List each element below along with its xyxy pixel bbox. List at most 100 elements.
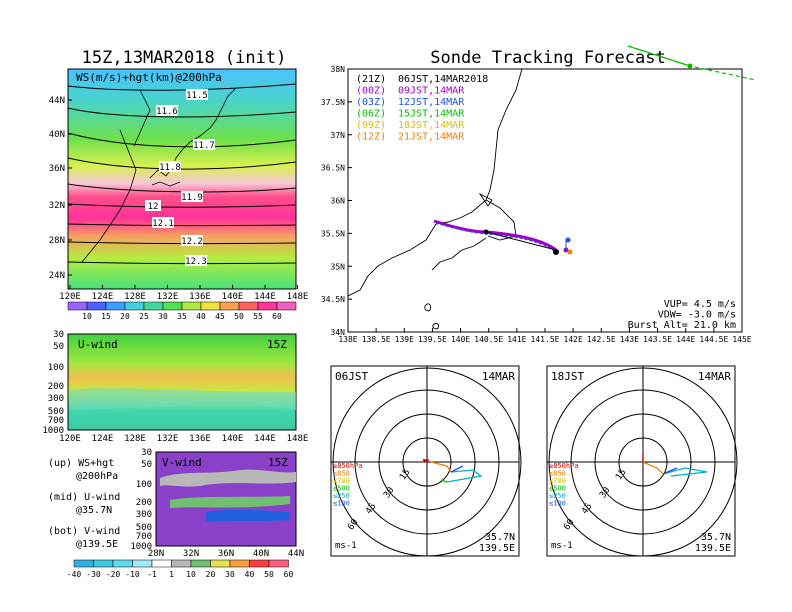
track-lat-tick: 38N bbox=[331, 65, 346, 74]
map-label: WS(m/s)+hgt(km)@200hPa bbox=[76, 71, 222, 84]
contour-label: 11.8 bbox=[159, 163, 181, 173]
v-colorbar-label: -30 bbox=[86, 570, 101, 579]
note-value: @139.5E bbox=[76, 539, 118, 550]
pressure-legend: ≥850hPa bbox=[549, 462, 579, 470]
v-colorbar-label: 20 bbox=[206, 570, 216, 579]
vwind-time: 15Z bbox=[268, 456, 288, 469]
map-lat-tick: 36N bbox=[49, 164, 65, 174]
hodo-lon: 139.5E bbox=[479, 543, 515, 554]
contour-label: 12.1 bbox=[152, 219, 174, 229]
track-lon-ticks: 138E 138.5E 139E 139.5E 140E 140.5E 141E 141.5E… bbox=[338, 328, 752, 344]
map-lon-tick: 144E bbox=[254, 292, 276, 302]
contour-label: 11.9 bbox=[181, 193, 203, 203]
uwind-lon-tick: 124E bbox=[92, 434, 114, 444]
hodo-time: 18JST bbox=[551, 370, 584, 383]
map-lon-tick: 124E bbox=[92, 292, 114, 302]
track-stat: Burst Alt= 21.0 km bbox=[628, 320, 736, 331]
hodo-time: 06JST bbox=[335, 370, 368, 383]
uwind-lon-tick: 120E bbox=[59, 434, 81, 444]
contour-label: 11.6 bbox=[156, 107, 178, 117]
vwind-p-tick: 200 bbox=[136, 498, 152, 508]
legend-time: 09JST,14MAR bbox=[398, 86, 465, 97]
contour-label: 11.5 bbox=[186, 91, 208, 101]
pressure-legend: ≤100 bbox=[333, 500, 350, 508]
map-lat-tick: 24N bbox=[49, 271, 65, 281]
hodograph-right: 18JST 14MAR35.7N139.5Ems-115304560≥850hPa… bbox=[546, 365, 738, 557]
map-lat-tick: 28N bbox=[49, 236, 65, 246]
note-label: (up) WS+hgt bbox=[48, 458, 114, 469]
hodo-unit: ms-1 bbox=[335, 541, 357, 551]
track-legend: (21Z) 06JST,14MAR2018 (00Z) 09JST,14MAR (03Z… bbox=[356, 74, 488, 143]
track-lon-tick: 141.5E bbox=[531, 335, 560, 344]
v-colorbar-label: -20 bbox=[106, 570, 121, 579]
vwind-p-tick: 30 bbox=[141, 448, 152, 458]
legend-time: 21JST,14MAR bbox=[398, 132, 465, 143]
legend-code: (21Z) bbox=[356, 74, 386, 85]
ws-colorbar-label: 15 bbox=[101, 312, 111, 321]
uwind-p-tick: 500 bbox=[48, 407, 64, 417]
v-colorbar-label: 50 bbox=[264, 570, 274, 579]
track-lat-tick: 34N bbox=[331, 328, 346, 337]
v-colorbar-label: -10 bbox=[125, 570, 140, 579]
vwind-p-tick: 700 bbox=[136, 532, 152, 542]
uwind-lon-tick: 128E bbox=[124, 434, 146, 444]
track-lon-tick: 144.5E bbox=[699, 335, 728, 344]
map-lat-tick: 44N bbox=[49, 96, 65, 106]
vwind-lat-tick: 32N bbox=[183, 549, 199, 559]
vwind-p-tick: 300 bbox=[136, 510, 152, 520]
track-lat-tick: 35N bbox=[331, 262, 346, 271]
contour-labels: 11.5 11.6 11.7 11.8 11.9 12 12.1 12.2 12… bbox=[145, 89, 215, 267]
landing-point bbox=[553, 249, 559, 255]
legend-time: 18JST,14MAR bbox=[398, 120, 465, 131]
legend-time: 15JST,14MAR bbox=[398, 109, 465, 120]
note-label: (bot) V-wind bbox=[48, 526, 120, 537]
uwind-p-tick: 50 bbox=[53, 342, 64, 352]
legend-code: (06Z) bbox=[356, 109, 386, 120]
ws-colorbar-label: 60 bbox=[272, 312, 282, 321]
track-lon-tick: 142E bbox=[564, 335, 583, 344]
left-title: 15Z,13MAR2018 (init) bbox=[82, 48, 287, 68]
map-lon-tick: 132E bbox=[157, 292, 179, 302]
legend-time: 06JST,14MAR2018 bbox=[398, 74, 488, 85]
uwind-lon-tick: 148E bbox=[287, 434, 309, 444]
v-colorbar-label: 1 bbox=[169, 570, 174, 579]
uwind-label: U-wind bbox=[78, 338, 118, 351]
note-value: @35.7N bbox=[76, 505, 112, 516]
hodo-lat: 35.7N bbox=[485, 532, 515, 543]
map-lon-tick: 120E bbox=[59, 292, 81, 302]
track-lon-tick: 143E bbox=[620, 335, 639, 344]
track-lon-tick: 138E bbox=[338, 335, 357, 344]
pressure-legend: ≤250 bbox=[333, 492, 350, 500]
vwind-lat-tick: 40N bbox=[253, 549, 269, 559]
vwind-p-tick: 1000 bbox=[130, 542, 152, 552]
uwind-lon-ticks: 120E 124E 128E 132E 136E 140E 144E 148E bbox=[59, 434, 308, 444]
track-lon-tick: 143.5E bbox=[643, 335, 672, 344]
map-lon-ticks: 120E 124E 128E 132E 136E 140E 144E 148E bbox=[59, 285, 308, 302]
v-colorbar-label: -1 bbox=[147, 570, 157, 579]
note-value: @200hPa bbox=[76, 471, 118, 482]
map-lat-ticks: 44N 40N 36N 32N 28N 24N bbox=[49, 96, 72, 281]
track-lat-ticks: 38N 37.5N 37N 36.5N 36N 35.5N 35N 34.5N 34N bbox=[321, 65, 352, 337]
panel-notes: (up) WS+hgt @200hPa (mid) U-wind @35.7N (bot… bbox=[48, 458, 120, 550]
track-lon-tick: 145E bbox=[732, 335, 751, 344]
ws-colorbar-label: 25 bbox=[139, 312, 149, 321]
legend-time: 12JST,14MAR bbox=[398, 97, 465, 108]
track-lat-tick: 36N bbox=[331, 197, 346, 206]
ws-colorbar-label: 55 bbox=[253, 312, 263, 321]
track-lat-tick: 35.5N bbox=[321, 229, 345, 238]
track-lat-tick: 37N bbox=[331, 131, 346, 140]
uwind-p-tick: 200 bbox=[48, 382, 64, 392]
track-lon-tick: 139.5E bbox=[418, 335, 447, 344]
vwind-label: V-wind bbox=[162, 456, 202, 469]
pressure-legend: ≥850hPa bbox=[333, 462, 363, 470]
legend-code: (12Z) bbox=[356, 132, 386, 143]
map-lon-tick: 140E bbox=[222, 292, 244, 302]
v-colorbar-label: -40 bbox=[67, 570, 82, 579]
legend-code: (03Z) bbox=[356, 97, 386, 108]
legend-code: (00Z) bbox=[356, 86, 386, 97]
ws-colorbar-label: 35 bbox=[177, 312, 187, 321]
contour-label: 12.3 bbox=[185, 257, 207, 267]
legend-code: (09Z) bbox=[356, 120, 386, 131]
